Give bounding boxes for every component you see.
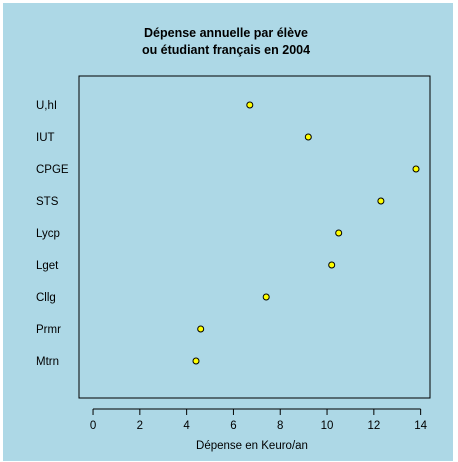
data-points bbox=[192, 101, 420, 365]
data-point bbox=[304, 133, 312, 141]
y-tick-label: Cllg bbox=[36, 292, 56, 304]
x-tick-label: 2 bbox=[137, 420, 143, 432]
y-tick-label: CPGE bbox=[36, 164, 69, 176]
x-tick-label: 14 bbox=[414, 420, 427, 432]
dot-chart: Dépense annuelle par élève ou étudiant f… bbox=[36, 26, 431, 452]
x-tick-label: 12 bbox=[367, 420, 380, 432]
chart-title-line-2: ou étudiant français en 2004 bbox=[142, 43, 310, 57]
y-tick-label: Prmr bbox=[36, 324, 61, 336]
y-tick-label: Mtrn bbox=[36, 356, 59, 368]
y-tick-label: Lycp bbox=[36, 228, 60, 240]
chart-title-line-1: Dépense annuelle par élève bbox=[144, 26, 308, 40]
x-axis: 0 2 4 6 8 10 12 14 bbox=[90, 408, 428, 432]
x-tick-label: 8 bbox=[277, 420, 283, 432]
plot-frame bbox=[78, 75, 431, 399]
data-point bbox=[412, 165, 420, 173]
data-point bbox=[377, 197, 385, 205]
x-tick-label: 10 bbox=[321, 420, 334, 432]
x-tick-label: 6 bbox=[230, 420, 236, 432]
data-point bbox=[335, 229, 343, 237]
x-axis-label: Dépense en Keuro/an bbox=[196, 440, 308, 452]
y-tick-label: Lget bbox=[36, 260, 59, 272]
data-point bbox=[197, 325, 205, 333]
x-tick-label: 4 bbox=[183, 420, 190, 432]
y-tick-labels: U,hI IUT CPGE STS Lycp Lget Cllg Prmr Mtrn bbox=[36, 100, 69, 368]
data-point bbox=[246, 101, 254, 109]
y-tick-label: U,hI bbox=[36, 100, 57, 112]
x-tick-label: 0 bbox=[90, 420, 96, 432]
y-tick-label: IUT bbox=[36, 132, 55, 144]
data-point bbox=[262, 293, 270, 301]
data-point bbox=[328, 261, 336, 269]
y-tick-label: STS bbox=[36, 196, 59, 208]
chart-figure: Dépense annuelle par élève ou étudiant f… bbox=[3, 3, 453, 461]
data-point bbox=[192, 357, 200, 365]
